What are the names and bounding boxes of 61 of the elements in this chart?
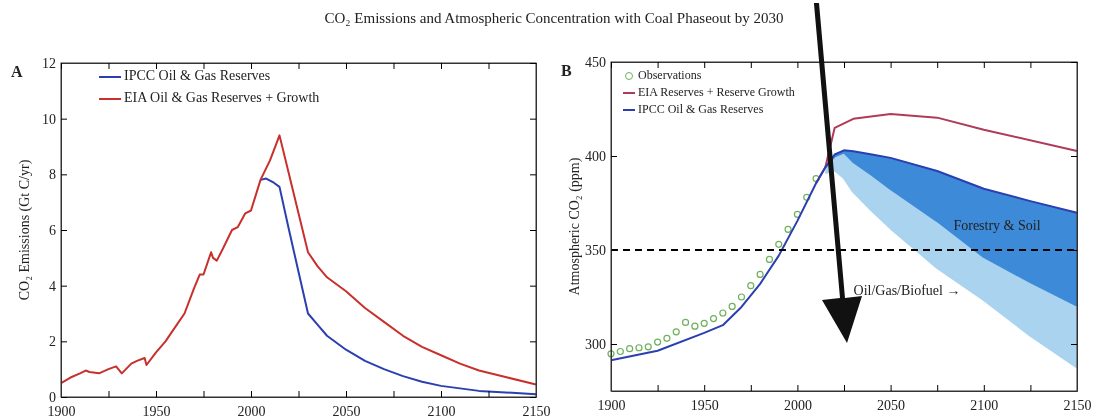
text: A [11, 63, 23, 80]
y-tick-label: 12 [42, 55, 56, 71]
point [691, 322, 699, 330]
point [681, 318, 690, 326]
x-tick-label: 2150 [1063, 397, 1092, 413]
legend-label: IPCC Oil & Gas Reserves [124, 68, 271, 84]
point [793, 210, 801, 218]
legend-label: EIA Oil & Gas Reserves + Growth [124, 90, 320, 106]
point [737, 293, 746, 301]
point [654, 338, 662, 346]
y-tick-label: 10 [42, 111, 56, 127]
x-tick-label: 2050 [332, 403, 361, 419]
y-axis-title: CO₂ Emissions (Gt C/yr) [17, 159, 33, 301]
point [709, 315, 718, 323]
line-series [610, 149, 1078, 362]
point [775, 240, 783, 248]
y-tick-label: 4 [49, 278, 56, 294]
y-tick-label: 2 [49, 334, 56, 350]
text: B [561, 62, 572, 79]
x-tick-label: 1900 [597, 397, 626, 413]
y-tick-label: 6 [49, 222, 56, 238]
y-tick-label: 400 [585, 148, 606, 164]
line-series [259, 177, 537, 396]
y-tick-label: 350 [585, 242, 606, 258]
point [663, 334, 671, 342]
annotation: Oil/Gas/Biofuel → [853, 283, 961, 299]
y-tick-label: 300 [585, 336, 606, 352]
legend-label: IPCC Oil & Gas Reserves [638, 101, 764, 116]
annotation: Forestry & Soil [953, 218, 1041, 234]
point [803, 193, 811, 201]
point [765, 255, 774, 263]
x-tick-label: 1900 [47, 403, 76, 419]
chart-title: CO₂ Emissions and Atmospheric Concentration with Coal Phaseout by 2030 [324, 10, 784, 26]
point [756, 270, 764, 279]
point [616, 347, 624, 356]
y-tick-label: 8 [49, 167, 56, 183]
point [784, 225, 792, 233]
x-tick-label: 1950 [142, 403, 171, 419]
point [747, 282, 755, 290]
point [626, 345, 634, 353]
y-tick-label: 450 [585, 54, 606, 70]
x-tick-label: 2050 [877, 397, 906, 413]
point [719, 309, 727, 317]
legend-label: EIA Reserves + Reserve Growth [638, 84, 795, 99]
x-tick-label: 2000 [783, 397, 812, 413]
x-tick-label: 1950 [690, 397, 719, 413]
point [644, 343, 652, 351]
y-tick-label: 0 [49, 389, 56, 405]
x-tick-label: 2000 [237, 403, 266, 419]
point [635, 344, 643, 352]
legend-label: Observations [638, 67, 702, 82]
point [812, 174, 820, 183]
x-tick-label: 2100 [970, 397, 999, 413]
point [728, 302, 736, 310]
point [672, 328, 680, 336]
point [700, 319, 708, 327]
y-axis-title: Atmospheric CO₂ (ppm) [567, 157, 583, 296]
x-tick-label: 2150 [522, 403, 551, 419]
x-tick-label: 2100 [427, 403, 456, 419]
point [607, 350, 615, 358]
line-series [60, 134, 537, 386]
